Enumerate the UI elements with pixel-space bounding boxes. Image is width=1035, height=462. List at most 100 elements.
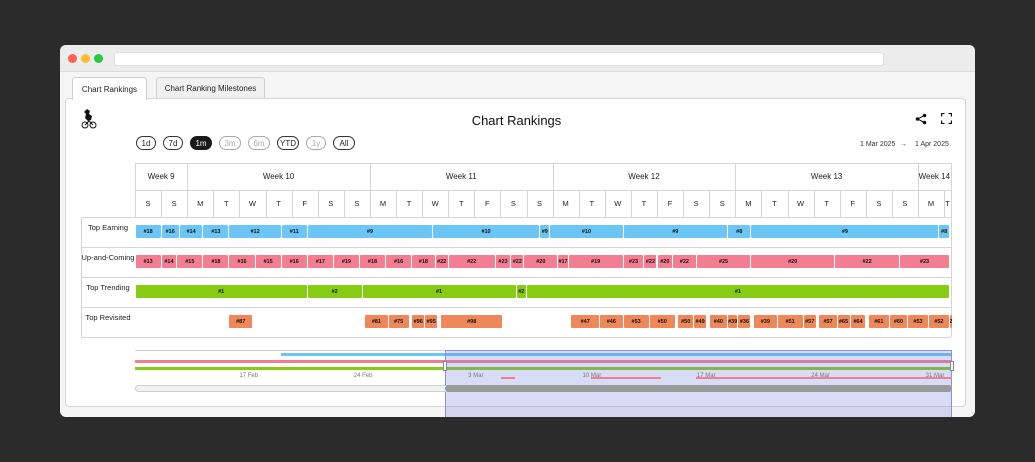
rank-bar-upcoming[interactable]: #22 xyxy=(511,255,524,268)
rank-bar-upcoming[interactable]: #23 xyxy=(623,255,644,268)
rank-bar-revisited[interactable]: #64 xyxy=(850,315,866,328)
rank-bar-upcoming[interactable]: #16 xyxy=(229,255,255,268)
rank-bar-earning[interactable]: #16 xyxy=(161,225,179,238)
rank-bar-trending[interactable]: #2 xyxy=(516,285,526,298)
rank-bar-earning[interactable]: #9 xyxy=(623,225,727,238)
range-button-all[interactable]: All xyxy=(333,136,355,150)
rank-bar-revisited[interactable]: #39 xyxy=(754,315,777,328)
rank-bar-trending[interactable]: #1 xyxy=(362,285,516,298)
share-icon[interactable] xyxy=(915,113,927,125)
rank-bar-upcoming[interactable]: #20 xyxy=(751,255,834,268)
rank-bar-upcoming[interactable]: #20 xyxy=(524,255,558,268)
navigator-handle-right[interactable] xyxy=(950,361,954,371)
rank-bar-upcoming[interactable]: #22 xyxy=(435,255,448,268)
rank-bar-revisited[interactable]: #57 xyxy=(803,315,816,328)
rank-bar-upcoming[interactable]: #18 xyxy=(412,255,435,268)
rank-bar-trending[interactable]: #1 xyxy=(135,285,307,298)
rank-bar-revisited[interactable]: #75 xyxy=(388,315,409,328)
rank-bar-revisited[interactable]: #96 xyxy=(412,315,425,328)
rank-bar-upcoming[interactable]: #16 xyxy=(281,255,307,268)
rank-bar-upcoming[interactable]: #19 xyxy=(568,255,623,268)
rank-bar-upcoming[interactable]: #20 xyxy=(657,255,673,268)
rank-bar-revisited[interactable]: #50 xyxy=(649,315,675,328)
rank-bar-earning[interactable]: #10 xyxy=(433,225,540,238)
close-window-button[interactable] xyxy=(68,54,77,63)
rank-bar-upcoming[interactable]: #14 xyxy=(161,255,177,268)
rank-bar-upcoming[interactable]: #25 xyxy=(696,255,751,268)
rank-bar-earning[interactable]: #11 xyxy=(281,225,307,238)
range-button-7d[interactable]: 7d xyxy=(163,136,183,150)
tab-chart-rankings[interactable]: Chart Rankings xyxy=(72,77,147,100)
maximize-window-button[interactable] xyxy=(94,54,103,63)
range-button-ytd[interactable]: YTD xyxy=(277,136,299,150)
rank-bar-revisited[interactable]: #46 xyxy=(600,315,623,328)
row-label-upcoming: Up-and-Coming xyxy=(81,253,135,262)
rank-bar-upcoming[interactable]: #17 xyxy=(307,255,333,268)
rank-bar-earning[interactable]: #10 xyxy=(550,225,623,238)
rank-bar-upcoming[interactable]: #22 xyxy=(834,255,900,268)
rank-bar-upcoming[interactable]: #16 xyxy=(386,255,412,268)
rank-bar-upcoming[interactable]: #18 xyxy=(359,255,386,268)
navigator-scrollbar-thumb[interactable] xyxy=(445,385,952,392)
rank-bar-revisited[interactable]: #47 xyxy=(571,315,600,328)
rank-bar-earning[interactable]: #8 xyxy=(939,225,949,238)
day-divider xyxy=(317,190,319,217)
rank-bar-revisited[interactable]: #87 xyxy=(229,315,252,328)
day-divider xyxy=(944,190,946,217)
address-bar[interactable] xyxy=(114,52,884,66)
rank-bar-upcoming[interactable]: #13 xyxy=(135,255,161,268)
rank-bar-revisited[interactable]: #22 xyxy=(949,315,952,328)
rank-bar-revisited[interactable]: #65 xyxy=(837,315,850,328)
day-label: M xyxy=(745,199,752,208)
rank-bar-revisited[interactable]: #61 xyxy=(868,315,889,328)
rank-bar-upcoming[interactable]: #23 xyxy=(900,255,949,268)
rank-bar-upcoming[interactable]: #18 xyxy=(203,255,229,268)
date-range-start[interactable]: 1 Mar 2025 xyxy=(860,141,896,148)
rank-bar-trending[interactable]: #1 xyxy=(527,285,949,298)
rank-bar-upcoming[interactable]: #23 xyxy=(495,255,511,268)
rank-bar-upcoming[interactable]: #17 xyxy=(558,255,568,268)
navigator-handle-left[interactable] xyxy=(443,361,448,371)
rank-bar-earning[interactable]: #12 xyxy=(229,225,281,238)
range-button-1d[interactable]: 1d xyxy=(136,136,156,150)
rank-bar-revisited[interactable]: #50 xyxy=(678,315,694,328)
rank-bar-revisited[interactable]: #49 xyxy=(694,315,707,328)
grid-line xyxy=(135,190,951,191)
rank-bar-revisited[interactable]: #95 xyxy=(425,315,438,328)
rank-bar-earning[interactable]: #13 xyxy=(203,225,229,238)
day-divider xyxy=(265,190,267,217)
rank-bar-revisited[interactable]: #36 xyxy=(738,315,751,328)
fullscreen-icon[interactable] xyxy=(941,113,952,124)
title-bar xyxy=(60,45,975,72)
rank-bar-earning[interactable]: #14 xyxy=(179,225,203,238)
rank-bar-revisited[interactable]: #53 xyxy=(623,315,649,328)
date-range-end[interactable]: 1 Apr 2025 xyxy=(915,141,949,148)
rank-bar-revisited[interactable]: #52 xyxy=(928,315,949,328)
rank-bar-earning[interactable]: #18 xyxy=(135,225,161,238)
rank-bar-revisited[interactable]: #40 xyxy=(709,315,727,328)
rank-bar-earning[interactable]: #9 xyxy=(751,225,939,238)
navigator-tick-label: 24 Feb xyxy=(353,373,373,379)
rank-bar-upcoming[interactable]: #22 xyxy=(448,255,495,268)
rank-bar-earning[interactable]: #9 xyxy=(540,225,550,238)
rank-bar-earning[interactable]: #8 xyxy=(727,225,751,238)
rank-bar-revisited[interactable]: #39 xyxy=(727,315,738,328)
rank-bar-revisited[interactable]: #53 xyxy=(908,315,928,328)
range-button-1y: 1y xyxy=(306,136,326,150)
rank-bar-upcoming[interactable]: #15 xyxy=(255,255,281,268)
rank-bar-revisited[interactable]: #60 xyxy=(889,315,908,328)
rank-bar-earning[interactable]: #9 xyxy=(307,225,433,238)
rank-bar-revisited[interactable]: #51 xyxy=(777,315,803,328)
rank-bar-upcoming[interactable]: #19 xyxy=(333,255,359,268)
rank-bar-upcoming[interactable]: #15 xyxy=(177,255,203,268)
minimize-window-button[interactable] xyxy=(81,54,90,63)
range-button-1m[interactable]: 1m xyxy=(190,136,212,150)
rank-bar-upcoming[interactable]: #22 xyxy=(644,255,657,268)
rank-bar-revisited[interactable]: #57 xyxy=(819,315,837,328)
rank-bar-upcoming[interactable]: #22 xyxy=(673,255,696,268)
date-range-arrow: → xyxy=(900,141,907,148)
rank-bar-trending[interactable]: #2 xyxy=(307,285,362,298)
rank-bar-revisited[interactable]: #81 xyxy=(365,315,388,328)
tab-chart-ranking-milestones[interactable]: Chart Ranking Milestones xyxy=(156,77,265,99)
rank-bar-revisited[interactable]: #98 xyxy=(440,315,503,328)
